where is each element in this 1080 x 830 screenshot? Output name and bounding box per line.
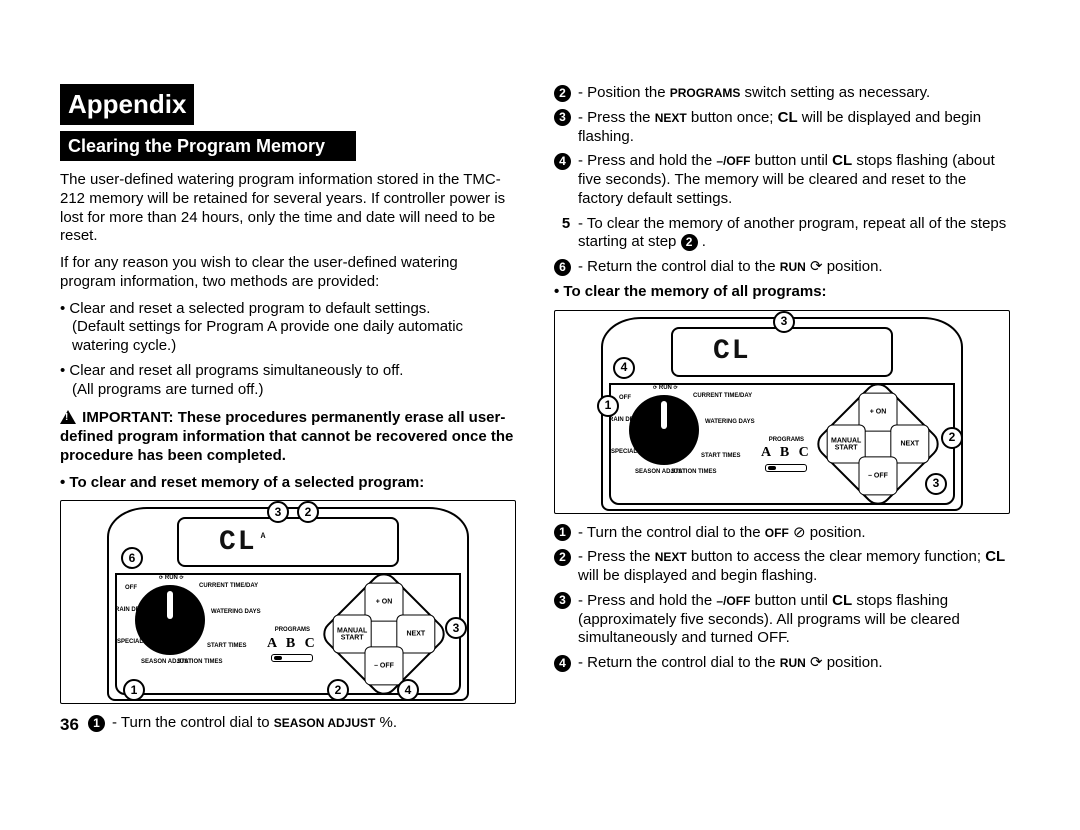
minus-off-button-2: – OFF [859, 456, 898, 495]
dial-label-watering: WATERING DAYS [211, 609, 261, 615]
sub-procedure-1: • To clear and reset memory of a selecte… [60, 474, 516, 493]
dial2-watering: WATERING DAYS [705, 419, 755, 425]
all-step-1: 1 - Turn the control dial to the OFF ⊘ p… [554, 524, 1010, 543]
dial2-season: SEASON ADJUST [635, 469, 686, 475]
dial2-current: CURRENT TIME/DAY [693, 393, 752, 399]
lcd-bezel-2: CL [671, 327, 893, 377]
page-number: 36 [60, 714, 88, 735]
controller-diagram-2: CL ⟳ RUN ⟳ OFF CURRENT TIME/DAY WATERING… [561, 317, 1003, 511]
step-5: 5 - To clear the memory of another progr… [554, 215, 1010, 253]
step-4-icon: 4 [554, 153, 571, 170]
all-step-2: 2 - Press the NEXT button to access the … [554, 548, 1010, 586]
lcd-display-2: CL [713, 334, 751, 369]
f2-callout-3: 3 [925, 473, 947, 495]
step-6-icon: 6 [554, 259, 571, 276]
left-column: Appendix Clearing the Program Memory The… [60, 84, 516, 742]
lcd-bezel: CLA [177, 517, 399, 567]
f2-callout-1: 1 [597, 395, 619, 417]
intro-para-1: The user-defined watering program inform… [60, 171, 516, 246]
dial-label-special: SPECIAL FUNCTIONS [117, 639, 180, 645]
f2-callout-4: 4 [613, 357, 635, 379]
dial-label-start: START TIMES [207, 643, 247, 649]
step-2: 2 - Position the PROGRAMS switch setting… [554, 84, 1010, 103]
programs-switch: PROGRAMS A B C [267, 627, 318, 662]
dial-label-rain: RAIN DELAY [115, 607, 151, 613]
dial2-run: ⟳ RUN ⟳ [653, 385, 678, 391]
dial-label-season: SEASON ADJUST [141, 659, 192, 665]
dial-label-current: CURRENT TIME/DAY [199, 583, 258, 589]
figure-all-programs: CL ⟳ RUN ⟳ OFF CURRENT TIME/DAY WATERING… [554, 310, 1010, 514]
lcd-display: CLA [219, 525, 267, 560]
important-warning: IMPORTANT: These procedures permanently … [60, 409, 516, 465]
methods-list: Clear and reset a selected program to de… [60, 300, 516, 400]
f2-callout-2: 2 [941, 427, 963, 449]
step-1-row: 36 1 - Turn the control dial to SEASON A… [60, 714, 516, 735]
next-button-2: NEXT [890, 424, 929, 463]
manual-page: Appendix Clearing the Program Memory The… [0, 0, 1080, 772]
method-2: Clear and reset all programs simultaneou… [60, 362, 516, 400]
dial2-start: START TIMES [701, 453, 741, 459]
step-2-icon: 2 [554, 85, 571, 102]
controller-diagram: CLA ⟳ RUN ⟳ OFF CURRENT TIME/DAY WATERIN… [67, 507, 509, 701]
sub-procedure-2: • To clear the memory of all programs: [554, 283, 1010, 302]
dial-label-off: OFF [125, 585, 137, 591]
section-heading: Clearing the Program Memory [60, 131, 356, 162]
inline-step-2-icon: 2 [681, 234, 698, 251]
warning-icon [60, 410, 76, 424]
appendix-heading: Appendix [60, 84, 194, 125]
step-3: 3 - Press the NEXT button once; CL will … [554, 109, 1010, 147]
step-6: 6 - Return the control dial to the RUN ⟳… [554, 258, 1010, 277]
dial-label-run: ⟳ RUN ⟳ [159, 575, 184, 581]
minus-off-button: – OFF [365, 647, 404, 686]
dial2-rain: RAIN DELAY [609, 417, 645, 423]
step-3-icon: 3 [554, 109, 571, 126]
step-1-text: - Turn the control dial to SEASON ADJUST… [112, 714, 516, 735]
dial2-special: SPECIAL FUNCTIONS [611, 449, 674, 455]
figure-selected-program: CLA ⟳ RUN ⟳ OFF CURRENT TIME/DAY WATERIN… [60, 500, 516, 704]
step-1-icon: 1 [88, 715, 105, 732]
all-step-3-icon: 3 [554, 592, 571, 609]
all-step-4-icon: 4 [554, 655, 571, 672]
all-step-3: 3 - Press and hold the –/OFF button unti… [554, 592, 1010, 648]
all-step-4: 4 - Return the control dial to the RUN ⟳… [554, 654, 1010, 673]
all-step-2-icon: 2 [554, 549, 571, 566]
intro-para-2: If for any reason you wish to clear the … [60, 254, 516, 292]
all-step-1-icon: 1 [554, 524, 571, 541]
right-column: 2 - Position the PROGRAMS switch setting… [554, 84, 1010, 742]
f2-callout-top-3: 3 [773, 311, 795, 333]
step-4: 4 - Press and hold the –/OFF button unti… [554, 152, 1010, 208]
method-1: Clear and reset a selected program to de… [60, 300, 516, 356]
dial2-off: OFF [619, 395, 631, 401]
programs-switch-2: PROGRAMS A B C [761, 437, 812, 472]
